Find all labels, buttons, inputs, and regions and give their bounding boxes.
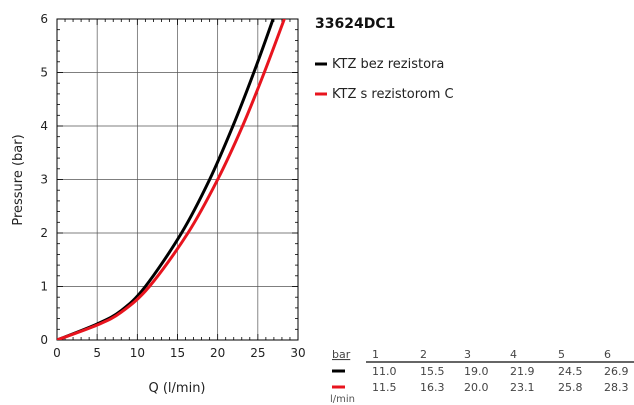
x-tick-label: 10 [130, 346, 145, 360]
y-tick-labels: 0 1 2 3 4 5 6 [40, 12, 48, 347]
table-pressure-header: 6 [604, 348, 611, 361]
table-cell: 16.3 [420, 381, 445, 394]
y-tick-label: 1 [40, 280, 48, 294]
table-cell: 23.1 [510, 381, 535, 394]
table-cell: 24.5 [558, 365, 583, 378]
y-tick-label: 5 [40, 66, 48, 80]
x-tick-label: 20 [210, 346, 225, 360]
table-pressure-header: 4 [510, 348, 517, 361]
series-lines [57, 19, 286, 340]
data-table: bar 1 2 3 4 5 6 11.0 15.5 19.0 21.9 24.5 26.9 11.5 16.… [330, 348, 634, 405]
table-unit-label: l/min [330, 394, 355, 405]
table-cell: 19.0 [464, 365, 489, 378]
table-cell: 20.0 [464, 381, 489, 394]
y-tick-label: 2 [40, 226, 48, 240]
table-header-label: bar [332, 348, 351, 361]
chart-title: 33624DC1 [315, 16, 395, 32]
table-cell: 15.5 [420, 365, 445, 378]
table-pressure-header: 1 [372, 348, 379, 361]
minor-ticks [56, 18, 299, 341]
table-cell: 26.9 [604, 365, 629, 378]
grid-lines [57, 19, 298, 340]
y-tick-label: 0 [40, 333, 48, 347]
y-tick-label: 4 [40, 119, 48, 133]
table-cell: 28.3 [604, 381, 629, 394]
y-axis-label: Pressure (bar) [11, 134, 26, 225]
y-tick-label: 6 [40, 12, 48, 26]
legend: KTZ bez rezistora KTZ s rezistorom C [315, 57, 454, 102]
table-pressure-header: 2 [420, 348, 427, 361]
series-line-2 [57, 19, 286, 340]
table-cell: 11.0 [372, 365, 397, 378]
table-cell: 25.8 [558, 381, 583, 394]
x-tick-label: 30 [290, 346, 305, 360]
x-tick-label: 5 [93, 346, 101, 360]
x-tick-label: 15 [170, 346, 185, 360]
y-tick-label: 3 [40, 173, 48, 187]
x-tick-labels: 0 5 10 15 20 25 30 [53, 346, 305, 360]
x-tick-label: 0 [53, 346, 61, 360]
x-axis-label: Q (l/min) [148, 381, 205, 396]
table-cell: 11.5 [372, 381, 397, 394]
legend-label: KTZ bez rezistora [332, 57, 444, 72]
table-pressure-header: 3 [464, 348, 471, 361]
table-cell: 21.9 [510, 365, 535, 378]
legend-label: KTZ s rezistorom C [332, 87, 454, 102]
table-pressure-header: 5 [558, 348, 565, 361]
x-tick-label: 25 [250, 346, 265, 360]
